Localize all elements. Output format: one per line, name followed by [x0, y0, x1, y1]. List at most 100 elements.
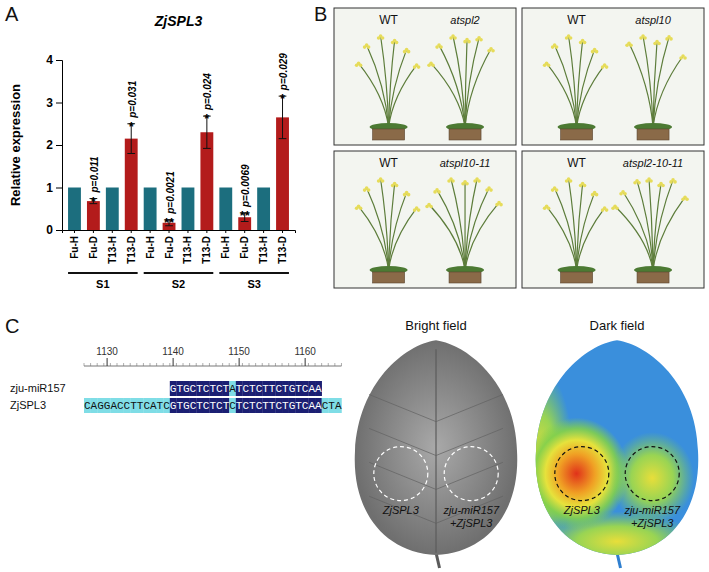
ruler-label: 1150 [228, 346, 250, 357]
stem [359, 206, 389, 270]
flower [449, 36, 453, 40]
x-tick-mark [225, 230, 226, 233]
stem [367, 188, 389, 270]
spot-label: zju-miR157+ZjSPL3 [623, 504, 681, 529]
ruler-tick [173, 358, 174, 366]
significance-star: * [129, 119, 135, 134]
flower [381, 179, 385, 183]
flower [425, 205, 429, 209]
flower [555, 188, 559, 192]
flower [407, 50, 411, 54]
stem [359, 63, 389, 127]
x-tick-mark [187, 230, 188, 233]
flower [591, 50, 595, 54]
flower [685, 197, 689, 201]
stem [431, 63, 465, 127]
ruler-minor-tick [341, 363, 342, 366]
pot [373, 129, 405, 140]
flower [427, 64, 431, 68]
flower [595, 193, 599, 197]
pot [561, 129, 593, 140]
x-tick: Fu-H [220, 230, 231, 259]
x-tick-label: Fu-H [69, 236, 80, 259]
flower [473, 179, 477, 183]
y-tick-label: 3 [46, 96, 53, 110]
ruler-minor-tick [136, 363, 137, 366]
flower [447, 179, 451, 183]
sequence: CAGGACCTTCATCGTGCTCTCTCTCTCTTCTGTCAACTA [84, 400, 342, 412]
petiole [617, 553, 621, 568]
x-tick-label: Fu-D [239, 236, 250, 259]
leaf-vein [369, 462, 436, 489]
genotype-label: WT [567, 156, 586, 170]
x-axis-line [63, 231, 296, 234]
x-tick-mark [282, 230, 283, 233]
flower [433, 190, 437, 194]
ruler-label: 1130 [96, 346, 118, 357]
group-line [219, 272, 289, 274]
flower [583, 184, 587, 188]
flower [491, 49, 495, 53]
flower [495, 203, 499, 207]
ruler-minor-tick [209, 363, 210, 366]
flower [451, 179, 455, 183]
y-tick: 0 [46, 223, 62, 237]
x-tick-mark [206, 230, 207, 233]
x-tick-label: Fu-H [145, 236, 156, 259]
flower [431, 64, 435, 68]
flower [395, 41, 399, 45]
ruler-minor-tick [123, 363, 124, 366]
genotype-label: atspl10-11 [440, 157, 491, 169]
y-tick: 4 [46, 53, 62, 67]
y-tick-label: 1 [46, 181, 53, 195]
flower [367, 188, 371, 192]
flower [579, 41, 583, 45]
ruler-minor-tick [229, 363, 230, 366]
p-value-label: p=0.024 [202, 73, 213, 111]
ruler-minor-tick [169, 363, 170, 366]
flower [395, 184, 399, 188]
y-tick: 3 [46, 96, 62, 110]
infiltration-spot [555, 447, 609, 501]
flower [355, 207, 359, 211]
x-tick-mark [150, 230, 151, 233]
bar [257, 188, 270, 231]
x-tick-mark [112, 230, 113, 233]
flower [359, 207, 363, 211]
flower [583, 41, 587, 45]
flower [363, 188, 367, 192]
x-tick: T13-H [107, 230, 118, 264]
ruler-minor-tick [110, 363, 111, 366]
ruler-tick [239, 358, 240, 366]
infiltration-spot [374, 447, 428, 501]
flower [487, 49, 491, 53]
ruler-minor-tick [308, 363, 309, 366]
flower [665, 37, 669, 41]
pot [449, 272, 481, 283]
stem [653, 56, 683, 127]
ruler-minor-tick [262, 363, 263, 366]
flower [681, 197, 685, 201]
ruler-line [84, 366, 341, 367]
x-tick: T13-H [258, 230, 269, 264]
x-tick-label: T13-H [182, 236, 193, 264]
x-axis: Fu-HFu-DT13-HT13-DFu-HFu-DT13-HT13-DFu-H… [63, 230, 296, 264]
significance-star: * [91, 194, 97, 209]
flower [569, 36, 573, 40]
group-label: S1 [96, 278, 109, 290]
ruler-minor-tick [328, 363, 329, 366]
dark-field-image: Dark fieldZjSPL3zju-miR157+ZjSPL3 [506, 318, 699, 571]
flower [499, 203, 503, 207]
x-tick-mark [93, 230, 94, 233]
stem [451, 179, 465, 270]
error-cap [203, 148, 211, 149]
flower [429, 205, 433, 209]
sequence: GTGCTCTCTATCTCTTCTGTCAA [170, 383, 322, 395]
flower [367, 45, 371, 49]
stem [643, 36, 653, 127]
y-axis-title: Relative expression [8, 84, 23, 206]
pot [561, 272, 593, 283]
ruler-minor-tick [202, 363, 203, 366]
x-tick-mark [263, 230, 264, 233]
flower [643, 36, 647, 40]
